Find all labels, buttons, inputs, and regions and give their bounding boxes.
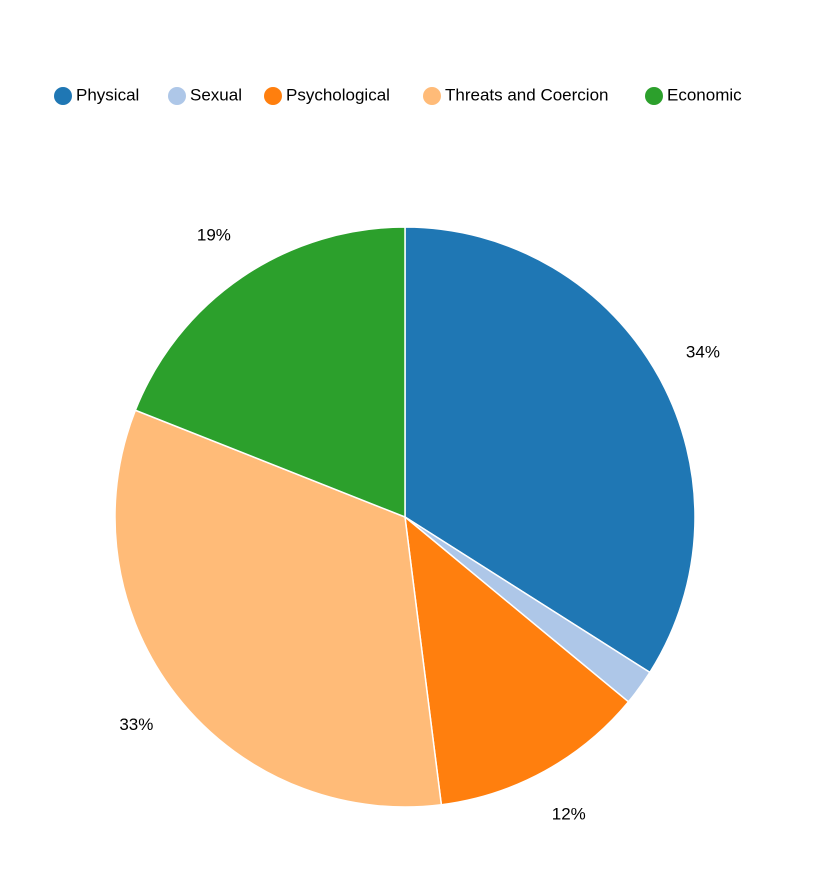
legend-label: Psychological (286, 85, 390, 104)
slice-label: 34% (686, 343, 720, 362)
legend-label: Threats and Coercion (445, 85, 608, 104)
legend-swatch (423, 87, 441, 105)
pie-slice (404, 226, 696, 674)
legend-label: Sexual (190, 85, 242, 104)
pie-slice (114, 409, 443, 808)
slice-label: 12% (552, 804, 586, 823)
legend-label: Physical (76, 85, 139, 104)
legend-swatch (54, 87, 72, 105)
slice-label: 33% (119, 715, 153, 734)
pie-slice (404, 515, 630, 806)
slice-label: 19% (197, 225, 231, 244)
pie-slice (134, 226, 406, 519)
legend-swatch (645, 87, 663, 105)
legend-swatch (168, 87, 186, 105)
legend-label: Economic (667, 85, 742, 104)
legend-swatch (264, 87, 282, 105)
